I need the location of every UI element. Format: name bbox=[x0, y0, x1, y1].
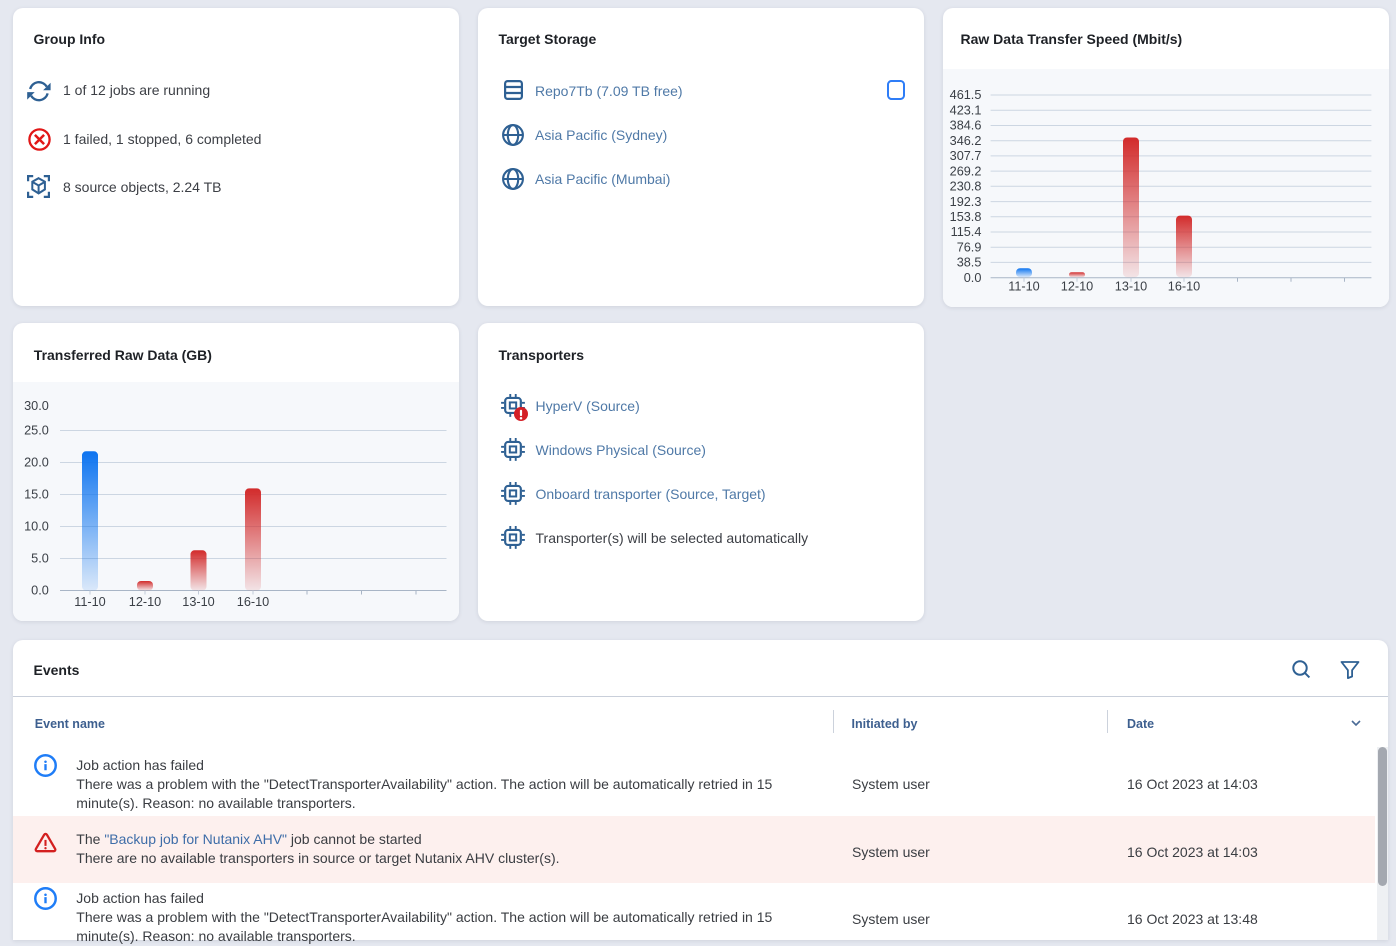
svg-text:307.7: 307.7 bbox=[950, 149, 982, 163]
svg-text:11-10: 11-10 bbox=[74, 595, 106, 609]
svg-text:0.0: 0.0 bbox=[964, 271, 982, 285]
svg-text:13-10: 13-10 bbox=[182, 595, 214, 609]
svg-text:423.1: 423.1 bbox=[950, 103, 982, 117]
svg-text:5.0: 5.0 bbox=[31, 552, 49, 566]
svg-text:20.0: 20.0 bbox=[24, 456, 49, 470]
svg-text:16-10: 16-10 bbox=[237, 595, 269, 609]
svg-text:12-10: 12-10 bbox=[1061, 279, 1093, 293]
svg-text:230.8: 230.8 bbox=[950, 180, 982, 194]
svg-text:25.0: 25.0 bbox=[24, 424, 49, 438]
svg-text:10.0: 10.0 bbox=[24, 520, 49, 534]
svg-text:16-10: 16-10 bbox=[1168, 279, 1200, 293]
svg-text:13-10: 13-10 bbox=[1115, 279, 1147, 293]
svg-text:38.5: 38.5 bbox=[957, 256, 982, 270]
svg-text:15.0: 15.0 bbox=[24, 488, 49, 502]
svg-text:115.4: 115.4 bbox=[951, 225, 982, 239]
svg-text:30.0: 30.0 bbox=[24, 399, 49, 413]
svg-text:192.3: 192.3 bbox=[950, 195, 982, 209]
svg-text:0.0: 0.0 bbox=[31, 584, 49, 598]
svg-text:346.2: 346.2 bbox=[950, 134, 982, 148]
svg-text:461.5: 461.5 bbox=[950, 88, 982, 102]
svg-text:269.2: 269.2 bbox=[950, 164, 982, 178]
svg-text:12-10: 12-10 bbox=[129, 595, 161, 609]
svg-text:153.8: 153.8 bbox=[950, 210, 982, 224]
svg-text:384.6: 384.6 bbox=[950, 119, 982, 133]
svg-text:76.9: 76.9 bbox=[957, 240, 982, 254]
svg-text:11-10: 11-10 bbox=[1008, 279, 1040, 293]
